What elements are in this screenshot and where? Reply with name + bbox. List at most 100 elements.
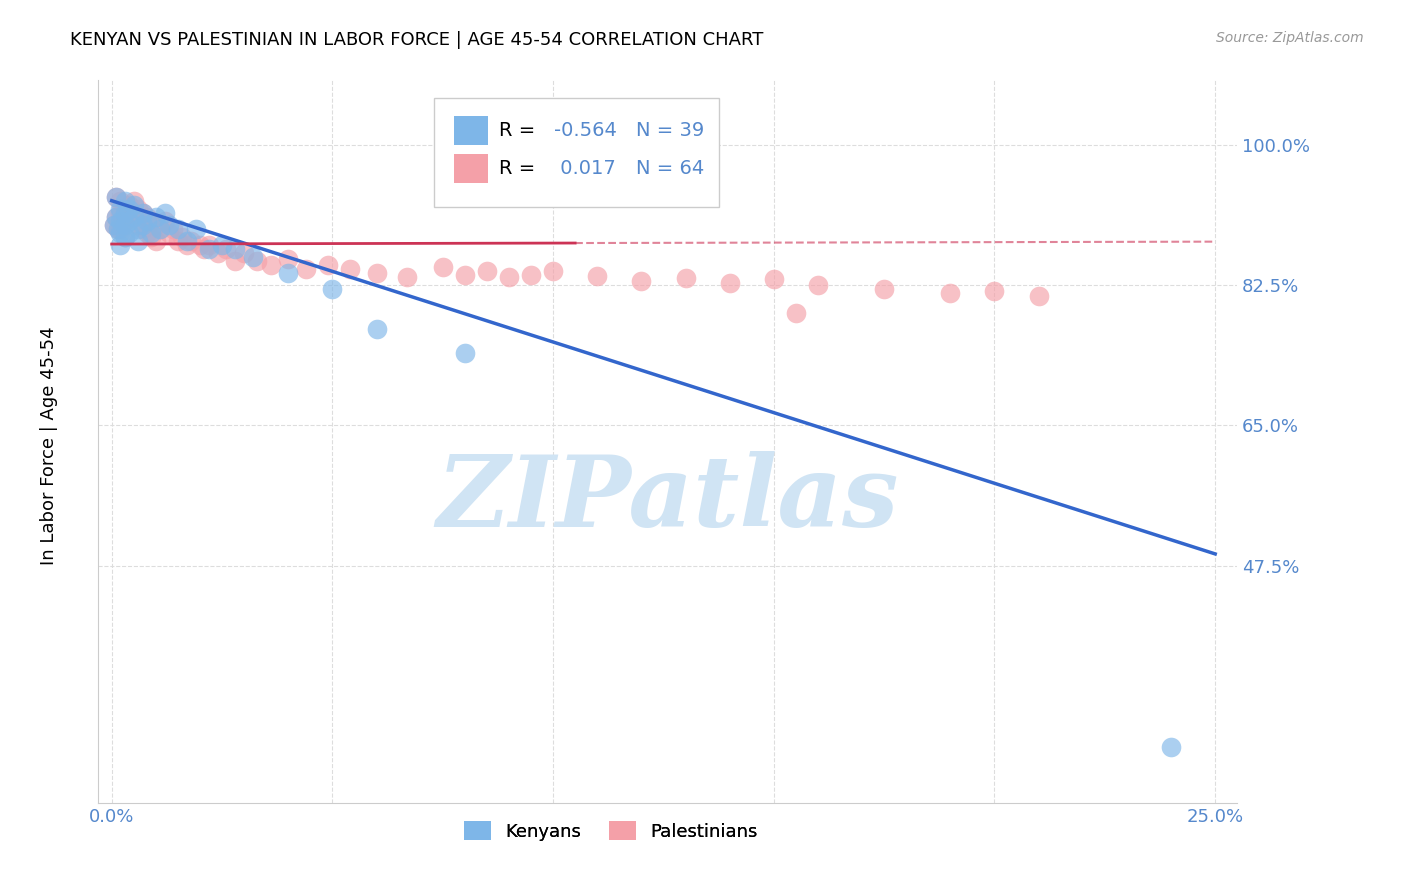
Point <box>141 226 163 240</box>
Point <box>114 202 136 216</box>
Point <box>983 284 1005 298</box>
Point <box>675 270 697 285</box>
Point <box>103 218 125 232</box>
Point <box>162 222 184 236</box>
Point <box>110 194 132 208</box>
Point <box>149 222 172 236</box>
Point <box>277 252 299 266</box>
Text: Source: ZipAtlas.com: Source: ZipAtlas.com <box>1216 31 1364 45</box>
Point <box>105 189 128 203</box>
Point <box>122 210 145 224</box>
Point <box>110 205 132 219</box>
Point <box>118 202 141 216</box>
Text: R =: R = <box>499 121 541 140</box>
Point <box>718 276 741 290</box>
Point <box>246 254 269 268</box>
Point <box>118 197 141 211</box>
Point <box>136 226 159 240</box>
Point <box>110 238 132 252</box>
Point <box>114 230 136 244</box>
Point <box>114 218 136 232</box>
Point <box>118 210 141 224</box>
Text: In Labor Force | Age 45-54: In Labor Force | Age 45-54 <box>41 326 58 566</box>
Point <box>110 222 132 236</box>
Point <box>157 226 180 240</box>
Point <box>145 210 167 224</box>
Point <box>785 306 807 320</box>
Text: N = 64: N = 64 <box>636 159 704 178</box>
Point <box>366 322 388 336</box>
Point <box>184 222 207 236</box>
Point <box>145 218 167 232</box>
Text: R =: R = <box>499 159 541 178</box>
Point <box>127 234 149 248</box>
Point <box>103 218 125 232</box>
Point <box>498 269 520 284</box>
Point <box>122 197 145 211</box>
Point <box>105 210 128 224</box>
Point <box>141 213 163 227</box>
Point <box>259 258 281 272</box>
Point <box>127 202 149 216</box>
Point <box>110 202 132 216</box>
Point <box>136 213 159 227</box>
Point <box>807 278 830 293</box>
Point <box>475 264 498 278</box>
Point <box>242 250 264 264</box>
Point <box>145 234 167 248</box>
Text: ZIPatlas: ZIPatlas <box>437 451 898 548</box>
Point <box>131 218 153 232</box>
Point <box>114 205 136 219</box>
Point <box>396 269 419 284</box>
Point <box>1028 289 1050 303</box>
Point <box>197 238 219 252</box>
Point <box>197 242 219 256</box>
Bar <box>454 154 488 183</box>
Point <box>141 230 163 244</box>
Point <box>873 282 896 296</box>
Point <box>114 213 136 227</box>
FancyBboxPatch shape <box>434 98 718 207</box>
Point <box>432 260 454 274</box>
Point <box>122 205 145 219</box>
Text: N = 39: N = 39 <box>636 121 704 140</box>
Point <box>131 205 153 219</box>
Point <box>127 218 149 232</box>
Point <box>233 246 256 260</box>
Point <box>114 230 136 244</box>
Point <box>114 194 136 208</box>
Point <box>1160 739 1182 754</box>
Point <box>207 246 229 260</box>
Point <box>167 222 190 236</box>
Point <box>131 205 153 219</box>
Point <box>630 274 652 288</box>
Point <box>172 230 194 244</box>
Point <box>224 254 246 268</box>
Point <box>118 213 141 227</box>
Point <box>188 238 211 252</box>
Point <box>107 222 129 236</box>
Text: 0.017: 0.017 <box>554 159 616 178</box>
Point <box>105 210 128 224</box>
Point <box>762 272 785 286</box>
Point <box>454 346 477 360</box>
Point <box>211 238 233 252</box>
Point <box>176 234 198 248</box>
Point <box>157 218 180 232</box>
Point <box>193 242 215 256</box>
Bar <box>454 117 488 145</box>
Point <box>454 268 477 282</box>
Point <box>224 242 246 256</box>
Point <box>586 269 609 284</box>
Point <box>136 210 159 224</box>
Point <box>339 262 361 277</box>
Point <box>167 234 190 248</box>
Point <box>110 226 132 240</box>
Text: -0.564: -0.564 <box>554 121 617 140</box>
Point <box>176 238 198 252</box>
Point <box>153 205 176 219</box>
Point <box>105 189 128 203</box>
Point <box>321 282 343 296</box>
Point <box>122 194 145 208</box>
Point <box>520 268 543 282</box>
